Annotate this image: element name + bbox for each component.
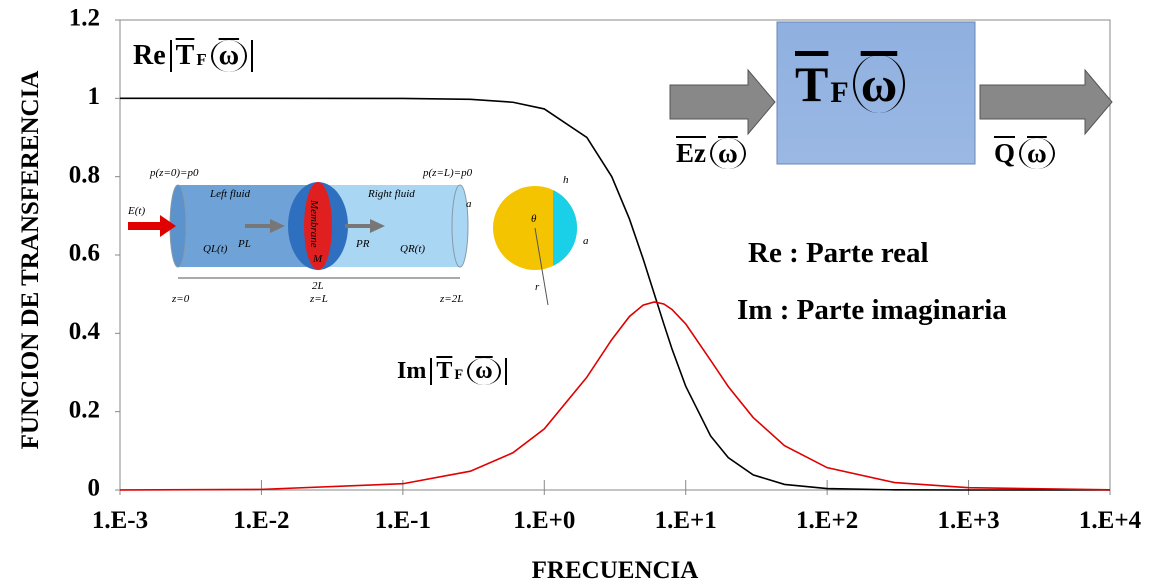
- formula-paren: ω: [210, 40, 248, 72]
- x-tick-label: 1.E-2: [233, 507, 289, 534]
- cap: [553, 190, 578, 266]
- x-tick-label: 1.E+2: [796, 507, 858, 534]
- formula-part: Re: [133, 40, 166, 71]
- y-tick-label: 0.8: [69, 161, 100, 188]
- formula-arg: ω: [218, 40, 240, 71]
- membrane-figure: [128, 182, 578, 306]
- formula-paren: ω: [1019, 138, 1055, 169]
- inset-label: PR: [355, 238, 370, 250]
- formula-arg: ω: [475, 358, 493, 384]
- formula-arg: ω: [718, 138, 738, 168]
- formula-arg: ω: [1027, 138, 1047, 168]
- formula: Ez ω: [676, 138, 746, 169]
- inset-label: Membrane: [308, 199, 320, 248]
- formula-sub: F: [454, 366, 464, 383]
- formula-arg: ω: [860, 56, 898, 112]
- legend-text: Re : Parte real: [748, 237, 929, 269]
- inset-label: E(t): [127, 205, 145, 217]
- y-tick-label: 0: [88, 475, 101, 502]
- cylinder-end: [451, 184, 469, 268]
- inset-label: M: [312, 253, 323, 265]
- line-series: [119, 301, 1111, 491]
- formula-sub: F: [830, 76, 849, 109]
- y-tick-label: 0.6: [69, 240, 100, 267]
- y-tick-label: 0.2: [69, 396, 100, 423]
- inset-label: QR(t): [400, 243, 425, 255]
- output-arrow: [979, 68, 1113, 136]
- y-axis-title: FUNCION DE TRANSFERENCIA: [17, 71, 44, 450]
- inset-label: z=0: [171, 293, 190, 305]
- inset-label: p(z=L)=p0: [422, 167, 473, 179]
- inset-label: a: [466, 198, 472, 210]
- x-tick-label: 1.E-1: [375, 507, 431, 534]
- radius-line: [534, 227, 549, 306]
- formula-paren: ω: [852, 55, 906, 113]
- x-axis-title: FRECUENCIA: [532, 557, 699, 584]
- x-tick-label: 1.E+0: [513, 507, 575, 534]
- inset-label: QL(t): [203, 243, 228, 255]
- inset-label: p(z=0)=p0: [149, 167, 199, 179]
- x-tick-label: 1.E+3: [937, 507, 999, 534]
- inset-label: Left fluid: [209, 188, 251, 200]
- x-tick-label: 1.E+4: [1079, 507, 1142, 534]
- legend-text: Im : Parte imaginaria: [737, 294, 1007, 326]
- formula-symbol: T: [175, 40, 195, 71]
- pressure-arrow: [245, 219, 285, 233]
- inset-label: r: [535, 281, 540, 293]
- inset-label: a: [583, 235, 589, 247]
- inset-label: z=L: [309, 293, 328, 305]
- formula-paren: ω: [710, 138, 746, 169]
- y-tick-label: 1.2: [69, 5, 100, 32]
- formula-symbol: T: [436, 358, 453, 384]
- x-tick-label: 1.E+1: [655, 507, 717, 534]
- line-series: [120, 97, 1110, 491]
- membrane: [304, 182, 332, 270]
- y-tick-label: 0.4: [69, 318, 101, 345]
- inset-label: 2L: [312, 280, 324, 292]
- input-arrow: [669, 68, 776, 136]
- inset-label: θ: [531, 213, 537, 225]
- inset-label: Right fluid: [367, 188, 415, 200]
- x-tick-label: 1.E-3: [92, 507, 148, 534]
- formula-symbol: Ez: [676, 138, 706, 168]
- pressure-arrow: [345, 219, 385, 233]
- inset-label: PL: [237, 238, 251, 250]
- formula-paren: ω: [467, 358, 501, 385]
- y-tick-label: 1: [88, 83, 101, 110]
- formula-symbol: T: [795, 56, 829, 112]
- inset-label: z=2L: [439, 293, 463, 305]
- formula-symbol: Q: [994, 138, 1016, 168]
- inset-label: h: [563, 174, 569, 186]
- input-arrow-small: [128, 215, 176, 237]
- formula-part: Im: [397, 358, 427, 384]
- formula-sub: F: [196, 50, 207, 70]
